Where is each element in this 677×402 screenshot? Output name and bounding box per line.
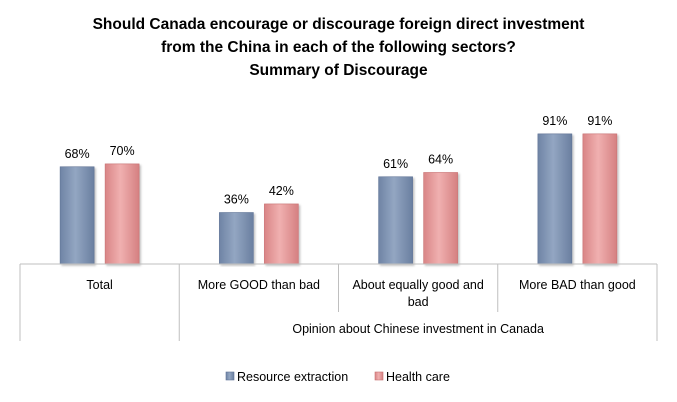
category-axis: Total More GOOD than bad About equally goo…: [19, 263, 658, 341]
category-label: More BAD than good: [519, 278, 636, 292]
bar-resource-extraction: [537, 133, 573, 265]
data-label: 61%: [383, 157, 408, 171]
data-label: 70%: [110, 144, 135, 158]
chart-title-line: Summary of Discourage: [249, 62, 428, 79]
bar-resource-extraction: [378, 176, 413, 265]
data-label: 64%: [428, 152, 453, 166]
legend: Resource extraction Health care: [225, 370, 450, 384]
data-labels: 68% 70% 36% 42% 61% 64% 91% 91%: [65, 114, 613, 207]
legend-label: Resource extraction: [237, 370, 348, 384]
category-label: More GOOD than bad: [198, 278, 320, 292]
category-label: About equally good and: [352, 278, 483, 292]
data-label: 91%: [542, 114, 567, 128]
bar-resource-extraction: [59, 166, 95, 265]
group-header-label: Opinion about Chinese investment in Cana…: [292, 322, 544, 336]
bar-health-care: [423, 172, 458, 265]
data-label: 68%: [65, 147, 90, 161]
chart-title-line: Should Canada encourage or discourage fo…: [93, 16, 585, 33]
bar-resource-extraction: [219, 212, 254, 265]
bars: [59, 133, 618, 265]
legend-swatch-resource-extraction: [225, 371, 235, 381]
chart-title-line: from the China in each of the following …: [161, 39, 516, 56]
chart-title: Should Canada encourage or discourage fo…: [93, 16, 585, 79]
category-label: Total: [86, 278, 112, 292]
bar-health-care: [104, 163, 140, 265]
data-label: 36%: [224, 193, 249, 207]
category-label: bad: [408, 295, 429, 309]
legend-label: Health care: [386, 370, 450, 384]
legend-swatch-health-care: [374, 371, 384, 381]
bar-health-care: [582, 133, 618, 265]
data-label: 91%: [587, 114, 612, 128]
data-label: 42%: [269, 184, 294, 198]
bar-health-care: [264, 203, 299, 265]
